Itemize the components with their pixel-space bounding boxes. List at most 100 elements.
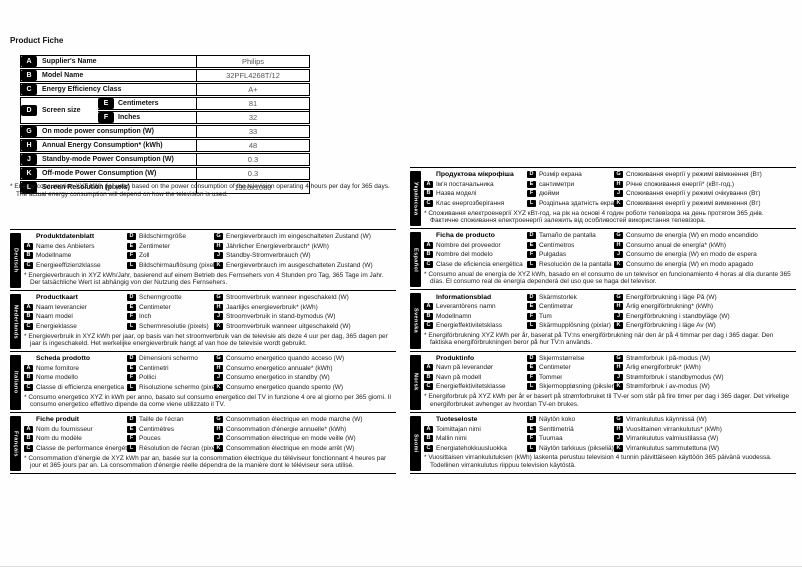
key-row: L Роздільна здатність екрана (пікселі) bbox=[527, 199, 614, 209]
row-label: Bildschirmauflösung (pixel) bbox=[139, 261, 214, 269]
key-row: A Name des Anbieters bbox=[24, 242, 127, 252]
row-letter-badge: D bbox=[527, 171, 536, 179]
key-row: G Consommation électrique en mode marche… bbox=[214, 415, 396, 425]
row-value: 81 bbox=[196, 98, 309, 109]
key-row: F Tuumaa bbox=[527, 434, 614, 444]
row-letter-badge: C bbox=[424, 444, 433, 452]
section-col-1: Produktinfo A Navn på leverandør B Navn … bbox=[424, 354, 527, 392]
row-letter-badge: K bbox=[614, 199, 623, 207]
row-letter-badge: B bbox=[424, 373, 433, 381]
row-letter-badge: G bbox=[614, 354, 623, 362]
table-row: J Standby-mode Power Consumption (W) 0.3 bbox=[20, 153, 310, 166]
row-letter-badge: K bbox=[614, 444, 623, 452]
key-row: L Skärmupplösning (pixlar) bbox=[527, 321, 614, 331]
key-row: A Nom du fournisseur bbox=[24, 425, 127, 435]
row-letter-badge: G bbox=[214, 355, 223, 363]
key-row: A Nombre del proveedor bbox=[424, 241, 527, 251]
section-title: Fiche produit bbox=[36, 416, 80, 424]
row-letter-badge: D bbox=[527, 416, 536, 423]
energy-footnote-line2: The actual energy consumption will depen… bbox=[16, 191, 228, 198]
row-letter-badge: C bbox=[424, 383, 433, 391]
row-letter-badge: H bbox=[614, 303, 623, 311]
row-letter-badge: B bbox=[424, 251, 433, 259]
row-letter-badge: G bbox=[214, 233, 223, 241]
row-letter-badge: H bbox=[214, 364, 223, 372]
table-row: K Off-mode Power Consumption (W) 0.3 bbox=[20, 167, 310, 180]
section-col-3: G Consumo energetico quando acceso (W) H… bbox=[214, 354, 396, 392]
section-col-2: D Bildschirmgröße E Zentimeter F Zoll L … bbox=[127, 232, 214, 270]
section-col-1: Productkaart A Naam leverancier B Naam m… bbox=[24, 293, 127, 331]
key-row: G Energieverbrauch im eingeschalteten Zu… bbox=[214, 232, 396, 242]
row-label: Senttimetriä bbox=[539, 425, 574, 433]
section-title: Scheda prodotto bbox=[36, 355, 90, 363]
section-title-row: Informationsblad bbox=[424, 292, 527, 302]
table-row: B Model Name 32PFL4268T/12 bbox=[20, 69, 310, 82]
row-label: Centímetros bbox=[539, 241, 575, 249]
row-letter-badge: A bbox=[424, 241, 433, 249]
row-letter-badge: B bbox=[424, 435, 433, 442]
key-row: E Centimetri bbox=[127, 364, 214, 374]
section-title-row: Productkaart bbox=[24, 293, 127, 303]
key-row: G Consumo energetico quando acceso (W) bbox=[214, 354, 396, 364]
row-label: Mallin nimi bbox=[436, 435, 467, 442]
row-label: Consommation électrique en mode arrêt (W… bbox=[226, 444, 355, 452]
row-letter-badge: A bbox=[424, 303, 433, 311]
section-body: Продуктова мікрофіша A Ім'я постачальник… bbox=[421, 170, 796, 228]
row-label: Centimeters bbox=[118, 100, 159, 107]
key-row: G Споживання енергії у режимі ввімкнення… bbox=[614, 170, 796, 180]
key-row: H Річне споживання енергії* (кВт-год.) bbox=[614, 180, 796, 190]
table-row-screen-size: D Screen size E Centimeters 81 F Inches … bbox=[20, 97, 310, 124]
section-body: Tuoteseloste A Toimittajan nimi B Mallin… bbox=[421, 415, 796, 473]
key-row: C Клас енергозберігання bbox=[424, 199, 527, 209]
row-letter-badge: D bbox=[527, 232, 536, 240]
row-label: Strømforbruk i av-modus (W) bbox=[626, 383, 710, 391]
row-label: Annual Energy Consumption* (kWh) bbox=[42, 142, 163, 149]
row-letter-badge: L bbox=[527, 199, 536, 207]
row-letter-badge: A bbox=[424, 180, 433, 188]
row-label: дюйми bbox=[539, 190, 560, 198]
language-tab: Français bbox=[10, 416, 21, 471]
language-tab-label: Norsk bbox=[412, 373, 419, 391]
key-row: F Inch bbox=[127, 312, 214, 322]
row-label: Споживання енергії у режимі ввімкнення (… bbox=[626, 171, 762, 179]
row-label: On mode power consumption (W) bbox=[42, 128, 154, 135]
row-letter-badge: F bbox=[527, 251, 536, 259]
key-row: E Zentimeter bbox=[127, 242, 214, 252]
key-row: K Virrankulutus sammutettuna (W) bbox=[614, 443, 796, 453]
row-letter-badge: A bbox=[24, 242, 33, 250]
key-row: F Tum bbox=[527, 311, 614, 321]
row-label: Standby-mode Power Consumption (W) bbox=[42, 156, 174, 163]
row-letter-badge: H bbox=[614, 425, 623, 433]
key-row: E Centimètres bbox=[127, 425, 214, 435]
row-label: Consumo de energía (W) en modo de espera bbox=[626, 251, 757, 259]
row-letter-badge: C bbox=[21, 84, 37, 95]
key-row: K Consumo energetico quando spento (W) bbox=[214, 383, 396, 393]
key-row: J Standby-Stromverbrauch (W) bbox=[214, 251, 396, 261]
spec-table: A Supplier's Name Philips B Model Name 3… bbox=[20, 55, 310, 195]
key-row: G Consumo de energía (W) en modo encendi… bbox=[614, 231, 796, 241]
row-value: 32PFL4268T/12 bbox=[196, 70, 309, 81]
row-letter-badge: F bbox=[527, 312, 536, 320]
key-row: C Energieffektivitetsklass bbox=[424, 321, 527, 331]
row-label: Résolution de l'écran (pixels) bbox=[139, 444, 214, 452]
row-label: Classe de performance énergétique bbox=[36, 444, 127, 452]
section-columns: Scheda prodotto A Nome fornitore B Nome … bbox=[24, 354, 396, 392]
language-section: Nederlands Productkaart A Naam leveranci… bbox=[10, 290, 396, 351]
section-body: Fiche produit A Nom du fournisseur B Nom… bbox=[21, 415, 396, 473]
key-row: J Consumo energetico in standby (W) bbox=[214, 373, 396, 383]
row-value: A+ bbox=[196, 84, 309, 95]
key-row: D Taille de l'écran bbox=[127, 415, 214, 425]
section-title: Informationsblad bbox=[436, 293, 492, 301]
section-footnote: * Energiförbrukning XYZ kWh per år, base… bbox=[424, 331, 774, 347]
row-label: Skjermoppløsning (piksler) bbox=[539, 383, 614, 391]
row-letter-badge: E bbox=[527, 241, 536, 249]
key-row: L Resolución de la pantalla (píxeles) bbox=[527, 260, 614, 270]
row-label: Consommation d'énergie annuelle* (kWh) bbox=[226, 425, 347, 433]
row-letter-badge: J bbox=[614, 190, 623, 198]
row-letter-badge: H bbox=[214, 425, 223, 433]
row-letter-badge: K bbox=[614, 260, 623, 268]
row-label: Modellnamn bbox=[436, 312, 472, 320]
key-row: A Leverantörens namn bbox=[424, 302, 527, 312]
row-label: Energiförbrukning i läge Av (W) bbox=[626, 322, 716, 330]
row-label: Toimittajan nimi bbox=[436, 425, 481, 433]
